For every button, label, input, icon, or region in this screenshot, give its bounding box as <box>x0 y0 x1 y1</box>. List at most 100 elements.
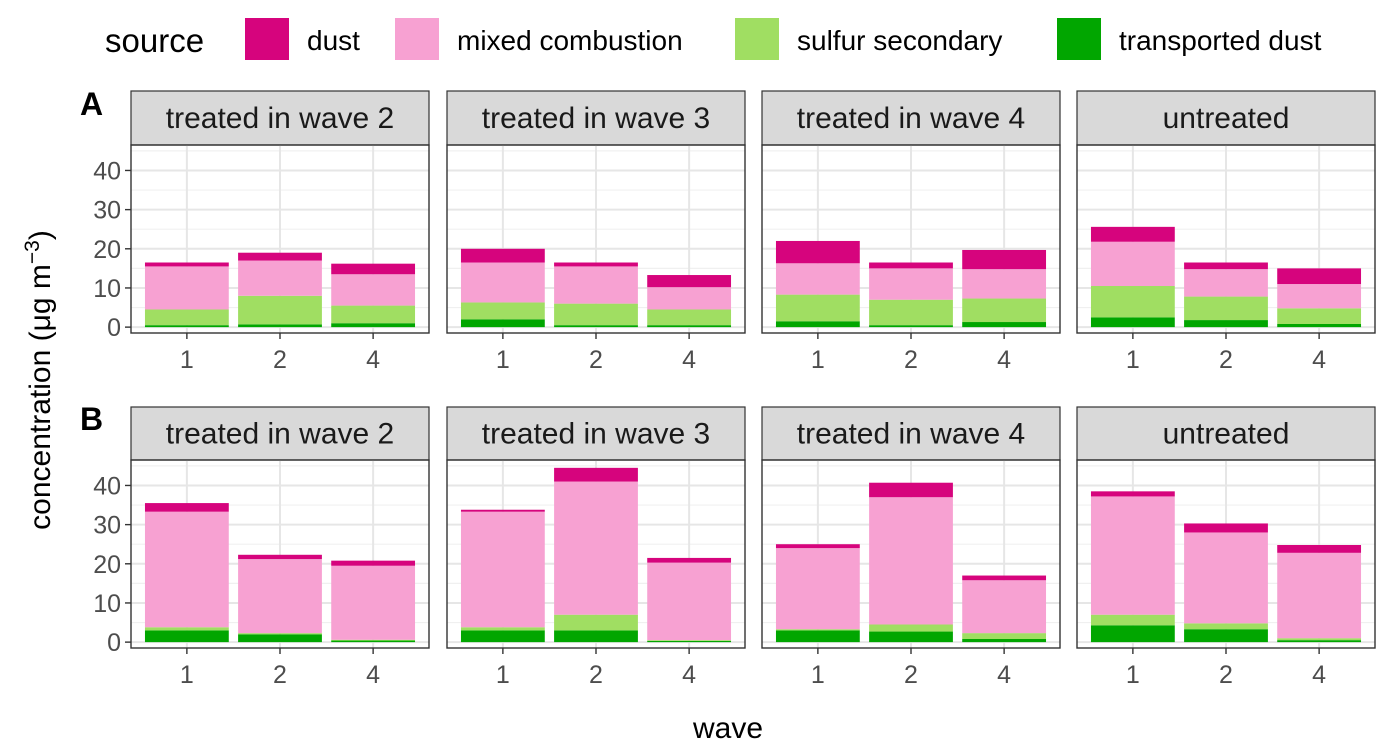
legend-key-mixed-combustion <box>395 18 439 60</box>
bar-segment-mixed-combustion-wave-4 <box>962 580 1047 634</box>
bar-segment-sulfur-secondary-wave-2 <box>869 624 953 632</box>
legend-label-transported-dust: transported dust <box>1119 25 1322 56</box>
legend-label-sulfur-secondary: sulfur secondary <box>797 25 1002 56</box>
bar-segment-transported-dust-wave-2 <box>1184 629 1268 643</box>
bar-segment-dust-wave-4 <box>331 560 416 566</box>
facet-strip-label: treated in wave 2 <box>166 418 394 451</box>
bar-segment-sulfur-secondary-wave-4 <box>1277 638 1362 641</box>
bar-segment-mixed-combustion-wave-4 <box>1277 284 1362 309</box>
bar-segment-transported-dust-wave-4 <box>331 640 416 643</box>
facet-strip <box>1076 406 1376 461</box>
bar-segment-sulfur-secondary-wave-2 <box>869 299 953 326</box>
bar-segment-mixed-combustion-wave-4 <box>962 269 1047 299</box>
bar-segment-transported-dust-wave-2 <box>869 325 953 328</box>
bar-segment-transported-dust-wave-4 <box>1277 640 1362 643</box>
bar-segment-mixed-combustion-wave-1 <box>144 266 229 310</box>
bar-segment-mixed-combustion-wave-2 <box>238 559 322 634</box>
bar-segment-dust-wave-4 <box>962 249 1047 270</box>
bar-segment-transported-dust-wave-1 <box>460 630 545 643</box>
y-axis-title: concentration (μg m−3) <box>21 230 58 530</box>
y-tick-label: 40 <box>93 472 121 500</box>
bar-segment-dust-wave-1 <box>460 248 545 263</box>
bar-segment-transported-dust-wave-1 <box>144 325 229 328</box>
bar-segment-dust-wave-4 <box>331 263 416 275</box>
bar-segment-mixed-combustion-wave-2 <box>1184 269 1268 297</box>
bar-segment-dust-wave-1 <box>1090 491 1175 497</box>
bar-segment-dust-wave-1 <box>775 240 860 264</box>
bar-segment-sulfur-secondary-wave-4 <box>1277 308 1362 324</box>
bar-segment-mixed-combustion-wave-1 <box>1090 496 1175 615</box>
y-axis-title-close: ) <box>24 230 57 240</box>
x-tick-label: 1 <box>496 346 510 374</box>
facet-strip <box>130 90 430 146</box>
bar-segment-dust-wave-4 <box>1277 268 1362 285</box>
facet-strip <box>1076 90 1376 146</box>
bar-segment-dust-wave-1 <box>460 509 545 512</box>
bar-segment-sulfur-secondary-wave-4 <box>962 633 1047 639</box>
bar-segment-transported-dust-wave-4 <box>962 322 1047 328</box>
bar-segment-mixed-combustion-wave-1 <box>775 548 860 630</box>
bar-segment-sulfur-secondary-wave-1 <box>144 627 229 631</box>
bar-segment-transported-dust-wave-1 <box>775 630 860 643</box>
bar-segment-transported-dust-wave-1 <box>1090 625 1175 643</box>
facet-strip-label: treated in wave 3 <box>482 418 710 451</box>
bar-segment-sulfur-secondary-wave-1 <box>1090 614 1175 626</box>
facet-strip-label: treated in wave 4 <box>797 418 1025 451</box>
facet-strip <box>761 90 1061 146</box>
x-tick-label: 4 <box>1312 346 1326 374</box>
bar-segment-transported-dust-wave-2 <box>554 630 638 643</box>
bar-segment-sulfur-secondary-wave-1 <box>1090 286 1175 318</box>
bar-segment-mixed-combustion-wave-2 <box>1184 532 1268 624</box>
legend-label-dust: dust <box>307 25 360 56</box>
facet-strip-label: untreated <box>1163 418 1290 451</box>
bar-segment-transported-dust-wave-4 <box>962 638 1047 643</box>
bar-segment-mixed-combustion-wave-2 <box>554 481 638 615</box>
bar-segment-sulfur-secondary-wave-4 <box>647 640 732 641</box>
bar-segment-mixed-combustion-wave-1 <box>460 262 545 303</box>
bar-segment-sulfur-secondary-wave-2 <box>1184 623 1268 630</box>
bar-segment-mixed-combustion-wave-1 <box>460 511 545 628</box>
y-tick-label: 0 <box>107 314 121 342</box>
bar-segment-transported-dust-wave-2 <box>554 325 638 328</box>
x-tick-label: 4 <box>682 661 696 689</box>
y-axis-title-main: concentration ( <box>24 331 57 529</box>
x-tick-label: 4 <box>366 346 380 374</box>
bar-segment-mixed-combustion-wave-1 <box>775 263 860 295</box>
facet-strip-label: untreated <box>1163 102 1290 135</box>
x-tick-label: 1 <box>180 661 194 689</box>
bar-segment-mixed-combustion-wave-2 <box>554 266 638 304</box>
bar-segment-dust-wave-1 <box>1090 226 1175 242</box>
bar-segment-sulfur-secondary-wave-4 <box>962 298 1047 323</box>
bar-segment-mixed-combustion-wave-4 <box>331 274 416 306</box>
bar-segment-mixed-combustion-wave-2 <box>869 268 953 300</box>
panel-tag-b: B <box>80 401 103 437</box>
y-tick-label: 30 <box>93 197 121 225</box>
panel-a-untreated: untreated 1 2 4 <box>1076 90 1376 374</box>
bar-segment-mixed-combustion-wave-4 <box>647 287 732 310</box>
x-tick-label: 2 <box>1219 661 1233 689</box>
bar-segment-transported-dust-wave-2 <box>238 324 322 328</box>
bar-segment-dust-wave-4 <box>1277 544 1362 553</box>
facet-strip <box>761 406 1061 461</box>
x-tick-label: 4 <box>997 661 1011 689</box>
bar-segment-sulfur-secondary-wave-1 <box>775 629 860 631</box>
x-tick-label: 1 <box>496 661 510 689</box>
bar-segment-transported-dust-wave-1 <box>144 630 229 643</box>
legend-title: source <box>105 22 204 59</box>
y-axis-title-exponent: −3 <box>21 240 44 264</box>
legend-label-mixed-combustion: mixed combustion <box>457 25 683 56</box>
bar-segment-mixed-combustion-wave-2 <box>238 260 322 296</box>
x-tick-label: 4 <box>682 346 696 374</box>
y-axis-title-unit: g m <box>24 264 57 314</box>
x-tick-label: 2 <box>273 661 287 689</box>
y-tick-label: 10 <box>93 275 121 303</box>
bar-segment-dust-wave-1 <box>144 262 229 267</box>
bar-segment-dust-wave-4 <box>962 575 1047 581</box>
y-tick-label: 30 <box>93 512 121 540</box>
bar-segment-dust-wave-2 <box>869 262 953 269</box>
bar-segment-dust-wave-4 <box>647 557 732 563</box>
legend: source dust mixed combustion sulfur second… <box>105 18 1322 60</box>
